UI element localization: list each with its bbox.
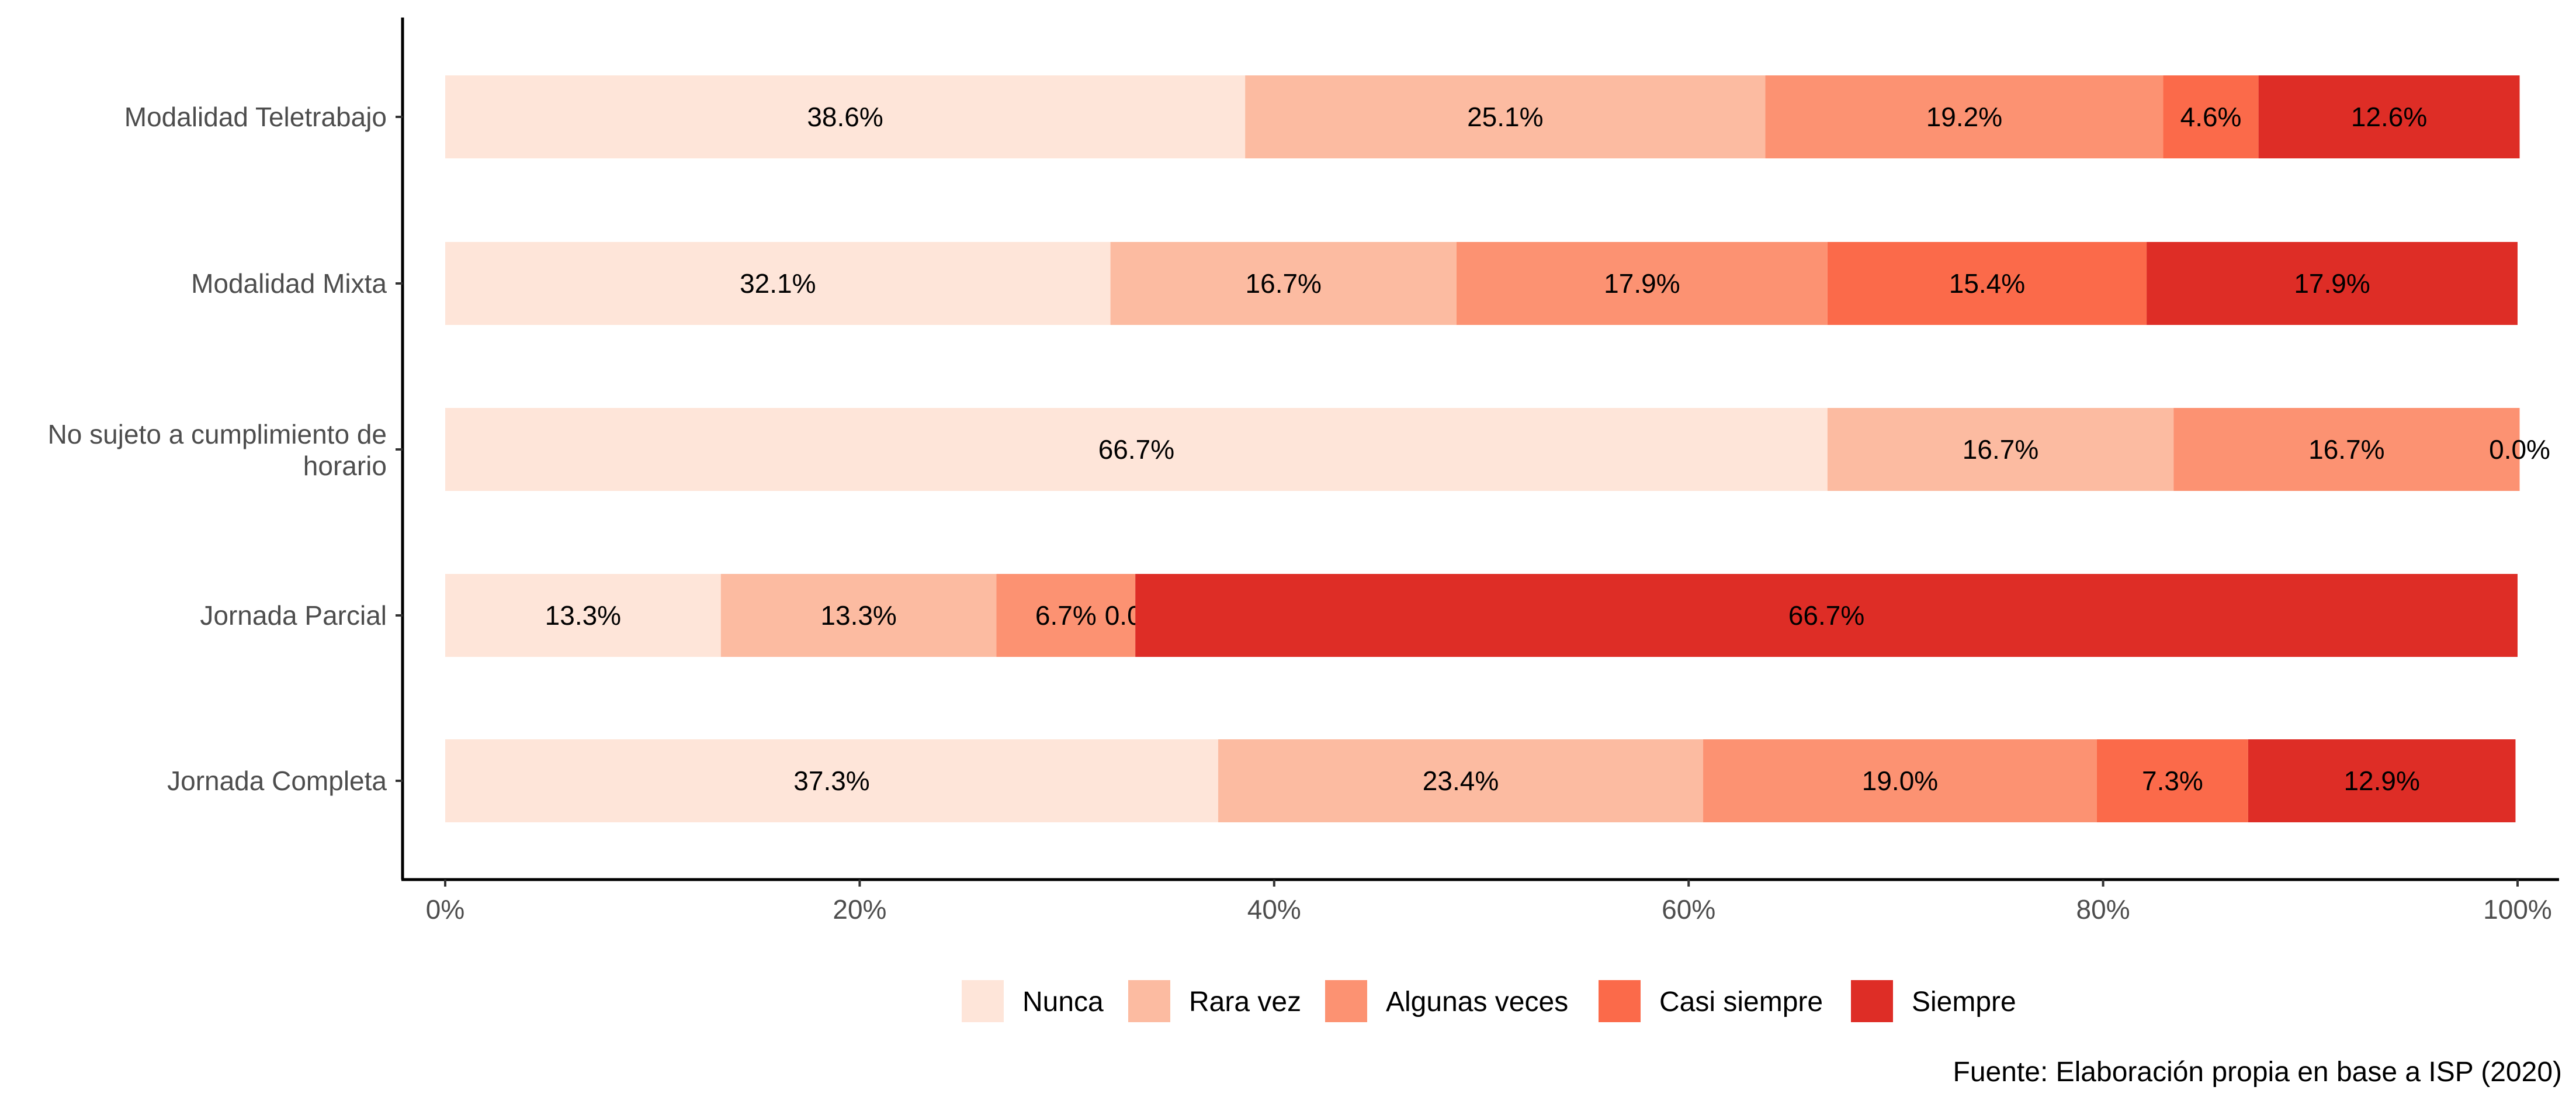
data-label: 4.6% <box>2180 102 2242 132</box>
data-label: 66.7% <box>1098 434 1174 465</box>
category-label: Jornada Completa <box>167 766 387 796</box>
bar-segment <box>445 739 1219 822</box>
bar-segment <box>1135 574 2518 657</box>
data-label: 38.6% <box>807 102 883 132</box>
legend-label: Rara vez <box>1189 987 1301 1018</box>
data-label: 66.7% <box>1788 600 1864 631</box>
data-label: 12.9% <box>2343 766 2419 796</box>
bar-segment <box>1110 242 1457 325</box>
legend-key <box>1851 980 1893 1022</box>
bar-segment <box>720 574 997 657</box>
data-label: 15.4% <box>1949 268 2025 299</box>
bar-segment <box>445 408 1828 491</box>
data-label: 16.7% <box>2308 434 2384 465</box>
legend-label: Algunas veces <box>1386 987 1568 1018</box>
legend-label: Nunca <box>1022 987 1104 1018</box>
data-label: 19.0% <box>1862 766 1938 796</box>
bar-segment <box>2173 408 2520 491</box>
bar-segment <box>2258 75 2520 158</box>
bar-segment <box>2096 739 2248 822</box>
data-label: 23.4% <box>1423 766 1499 796</box>
data-label: 0.0% <box>2489 434 2550 465</box>
data-label: 37.3% <box>793 766 869 796</box>
category-label: Jornada Parcial <box>200 600 387 631</box>
legend-key <box>1599 980 1641 1022</box>
data-label: 6.7% <box>1035 600 1097 631</box>
bar-segment <box>2248 739 2516 822</box>
data-label: 12.6% <box>2351 102 2427 132</box>
data-label: 16.7% <box>1963 434 2038 465</box>
data-label: 25.1% <box>1467 102 1543 132</box>
legend-key <box>1128 980 1170 1022</box>
data-label: 17.9% <box>1604 268 1680 299</box>
legend-label: Siempre <box>1912 987 2016 1018</box>
bar-segment <box>1456 242 1828 325</box>
category-label: No sujeto a cumplimiento de horario <box>48 419 387 481</box>
legend-key <box>962 980 1004 1022</box>
bar-segment <box>1765 75 2164 158</box>
x-tick-label: 20% <box>833 894 886 925</box>
bar-segment <box>1827 242 2147 325</box>
data-label: 13.3% <box>545 600 621 631</box>
bar-segment <box>1703 739 2097 822</box>
data-label: 32.1% <box>740 268 816 299</box>
bar-segment <box>445 75 1246 158</box>
bar-segment <box>1218 739 1704 822</box>
bar-segment <box>1827 408 2174 491</box>
legend-key <box>1325 980 1367 1022</box>
data-label: 13.3% <box>820 600 896 631</box>
x-tick-label: 60% <box>1662 894 1715 925</box>
plot-area: 38.6% 25.1% 19.2% 4.6% 12.6% 32.1% 16.7% 17.9% 1… <box>445 75 2550 822</box>
bar-segment <box>445 574 721 657</box>
bar-segment <box>2147 242 2518 325</box>
x-tick-label: 80% <box>2076 894 2130 925</box>
data-label: 19.2% <box>1926 102 2002 132</box>
bar-segment <box>996 574 1136 657</box>
x-tick-label: 0% <box>426 894 464 925</box>
legend-label: Casi siempre <box>1659 987 1823 1018</box>
category-label: Modalidad Teletrabajo <box>124 102 387 132</box>
data-label: 17.9% <box>2294 268 2370 299</box>
x-tick-label: 40% <box>1247 894 1301 925</box>
category-label: Modalidad Mixta <box>191 268 387 299</box>
chart-caption: Fuente: Elaboración propia en base a ISP… <box>1953 1057 2562 1088</box>
data-label: 16.7% <box>1246 268 1322 299</box>
bar-segment <box>2163 75 2259 158</box>
axes: Modalidad Teletrabajo Modalidad Mixta No s… <box>48 18 2559 925</box>
bar-segment <box>445 242 1111 325</box>
bar-segment <box>1245 75 1766 158</box>
legend: Nunca Rara vez Algunas veces Casi siempre Si… <box>962 980 2016 1022</box>
data-label: 7.3% <box>2142 766 2203 796</box>
x-tick-label: 100% <box>2483 894 2552 925</box>
